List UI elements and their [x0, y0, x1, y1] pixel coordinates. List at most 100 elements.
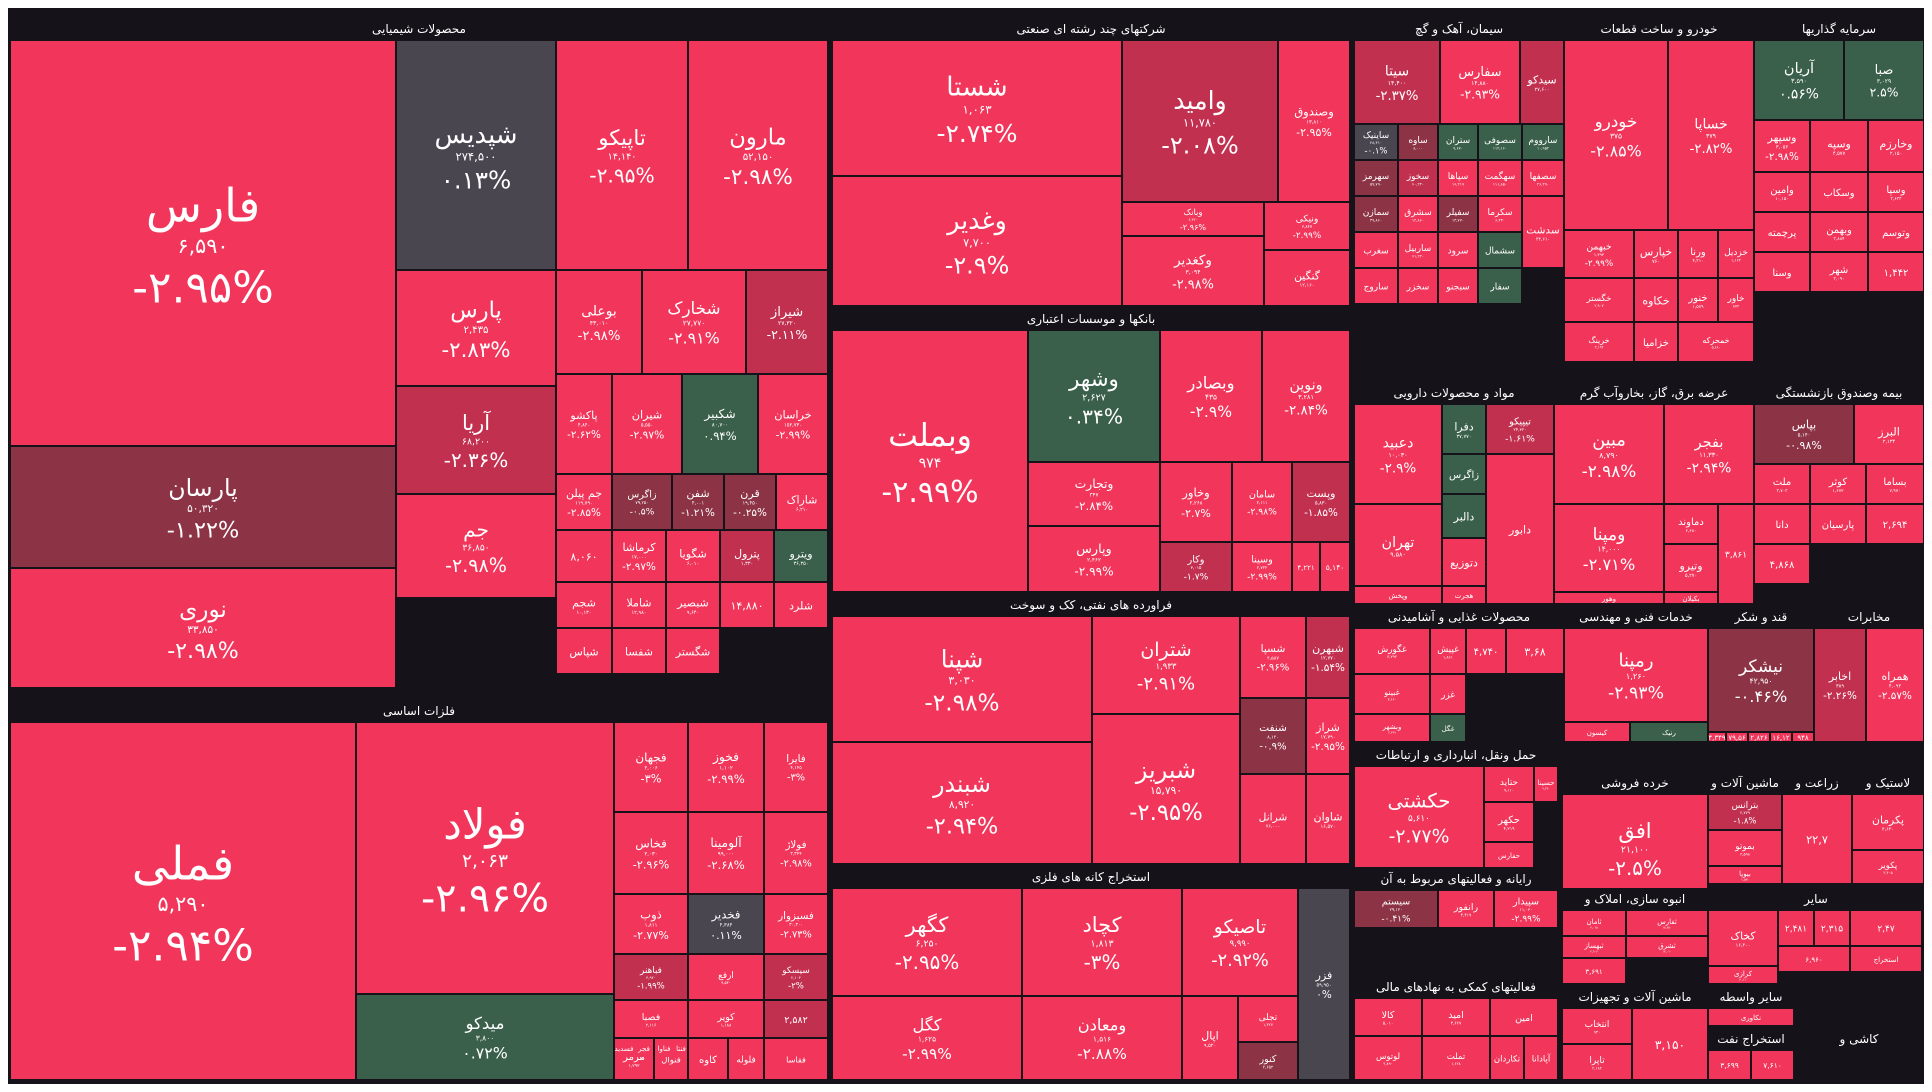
treemap-tile[interactable]: مارون ۵۲,۱۵۰ -۲.۹۸% [689, 41, 827, 269]
treemap-tile[interactable]: ۴,۳۴۹ [1708, 733, 1726, 742]
treemap-tile[interactable]: نکاوری [1709, 1009, 1793, 1025]
treemap-tile[interactable]: خزامیا [1635, 323, 1677, 361]
treemap-tile[interactable]: ۳,۶۸ [1507, 629, 1563, 673]
treemap-tile[interactable]: ۳,۶۹۹ [1709, 1051, 1750, 1079]
treemap-tile[interactable]: فجر [635, 1039, 653, 1057]
treemap-tile[interactable]: بکیلان [1665, 593, 1717, 603]
treemap-tile[interactable]: پرچمته [1755, 213, 1809, 251]
treemap-tile[interactable]: کاوه [689, 1039, 727, 1079]
treemap-tile[interactable]: پارس ۲,۴۳۵ -۲.۸۳% [397, 271, 555, 385]
treemap-tile[interactable]: دالبر [1443, 495, 1485, 537]
treemap-tile[interactable]: غگل [1431, 715, 1465, 741]
treemap-tile[interactable]: ۷۹,۵۶ [1727, 733, 1747, 742]
treemap-tile[interactable]: ففاسا [765, 1039, 827, 1079]
treemap-tile[interactable]: ساروج [1355, 269, 1397, 303]
treemap-tile[interactable]: ۵,۱۴۰ [1321, 543, 1349, 591]
treemap-tile[interactable]: فنتا [675, 1039, 687, 1057]
treemap-tile[interactable]: دابور [1487, 455, 1553, 603]
treemap-tile[interactable]: فولاد ۲,۰۶۳ -۲.۹۶% [357, 723, 613, 993]
treemap-tile[interactable]: ۴,۸۶۸ [1755, 545, 1809, 583]
treemap-tile[interactable]: شگستر [667, 629, 719, 673]
treemap-tile[interactable]: ۷,۶۱۰ [1752, 1051, 1793, 1079]
treemap-tile[interactable]: شفسا [613, 629, 665, 673]
treemap-tile[interactable]: ۲,۳۱۵ [1815, 911, 1849, 945]
treemap-tile[interactable]: رنیک [1631, 723, 1707, 741]
treemap-tile[interactable]: فسدید [615, 1039, 634, 1057]
treemap-tile[interactable]: وپخش [1355, 587, 1441, 603]
treemap-tile[interactable]: استخراج [1851, 947, 1921, 971]
treemap-tile[interactable]: ۲,۶۹۴ [1867, 505, 1923, 543]
